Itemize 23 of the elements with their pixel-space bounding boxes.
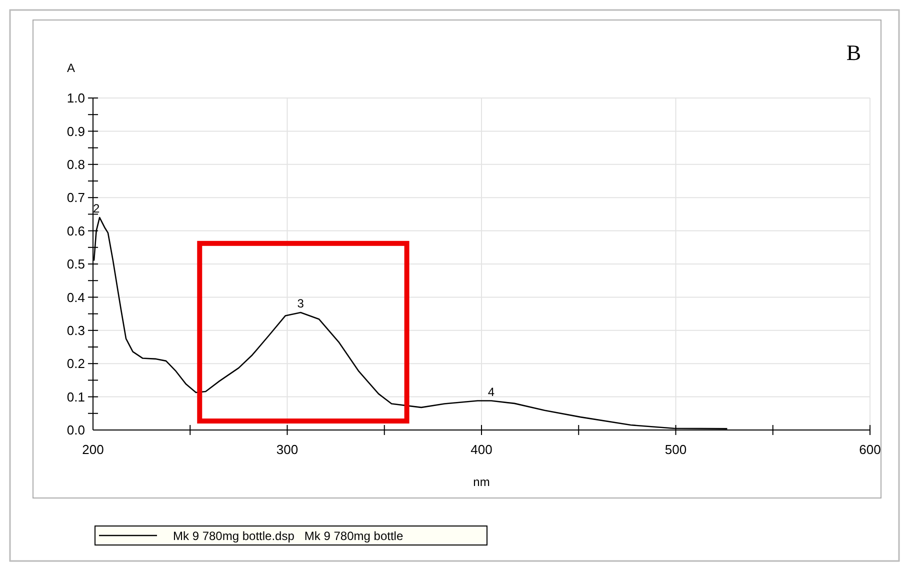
legend-label: Mk 9 780mg bottle.dsp Mk 9 780mg bottle [173,529,404,543]
x-axis-title: nm [473,475,490,489]
annotation: 4 [488,384,495,399]
y-tick-label: 0.8 [66,156,85,172]
x-tick-label: 300 [276,442,298,457]
y-tick-label: 0.3 [66,322,85,338]
y-tick-label: 0.1 [66,389,85,404]
x-tick-label: 600 [859,442,881,457]
y-tick-label: 0.4 [66,290,85,305]
annotation: 2 [92,202,100,216]
y-axis-title: A [66,61,76,75]
text: B [846,40,861,65]
y-tick-label: 0.9 [66,124,85,139]
y-tick-label: 0.0 [66,422,85,438]
y-tick-label: 0.7 [66,190,85,206]
x-tick-label: 200 [82,442,104,457]
y-tick-label: 1.0 [66,90,85,106]
x-tick-label: 400 [470,442,492,457]
x-tick-label: 500 [664,442,687,457]
annotation: 3 [297,296,304,310]
y-tick-label: 0.5 [66,256,85,272]
y-tick-label: 0.6 [66,223,85,238]
y-tick-label: 0.2 [66,356,85,372]
